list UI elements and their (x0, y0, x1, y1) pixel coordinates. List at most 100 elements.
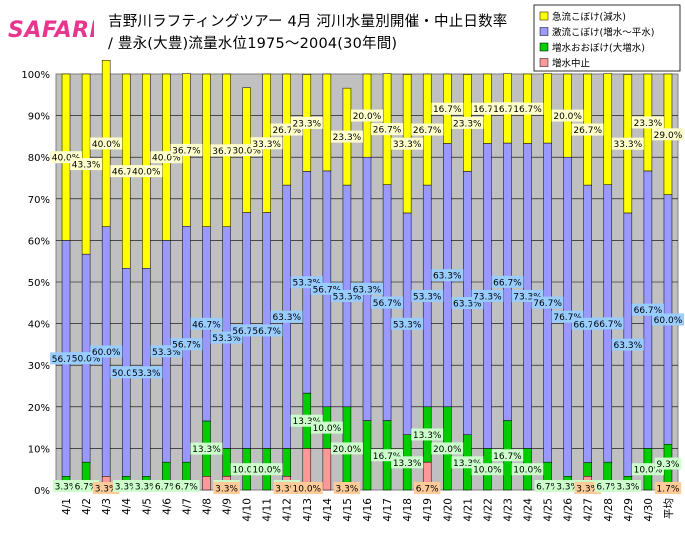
data-label: 6.7% (175, 483, 198, 493)
data-label: 26.7% (272, 126, 301, 136)
data-label-bg (213, 482, 240, 494)
data-label: 20.0% (553, 112, 582, 122)
data-label: 16.7% (493, 452, 522, 462)
legend-swatch (539, 42, 549, 52)
data-label: 23.3% (293, 119, 322, 129)
legend: 急流こぼけ(減水) 激流こぼけ(増水～平水) 増水おおぼけ(大増水) 増水中止 (533, 4, 681, 72)
data-label-bg (654, 482, 682, 494)
data-label-bg (310, 421, 343, 434)
chart-title-line1: 吉野川ラフティングツアー 4月 河川水量別開催・中止日数率 (108, 14, 508, 30)
data-label: 53.3% (333, 292, 362, 302)
data-label-bg (351, 282, 383, 295)
data-label: 56.7% (172, 341, 201, 351)
data-label: 50.0% (72, 355, 101, 365)
data-label-bg (654, 457, 682, 470)
data-label-bg (651, 128, 684, 141)
bar-segment (603, 73, 613, 185)
y-tick-label: 90% (28, 112, 50, 123)
data-label-bg (290, 482, 323, 494)
data-label: 23.3% (453, 119, 482, 129)
data-label-bg (531, 296, 564, 309)
data-label: 66.7% (573, 320, 602, 330)
data-label: 43.3% (72, 161, 101, 171)
bar-segment (322, 448, 332, 491)
data-label: 6.7% (75, 483, 98, 493)
data-label-bg (391, 137, 424, 150)
x-tick-label: 4/9 (222, 498, 234, 515)
data-label-bg (391, 456, 424, 469)
y-tick-label: 70% (28, 195, 50, 206)
data-label-bg (52, 480, 80, 492)
data-label: 53.3% (212, 334, 241, 344)
data-label-bg (431, 102, 464, 115)
data-label: 56.7% (52, 355, 81, 365)
y-tick-label: 30% (28, 361, 50, 372)
x-tick-label: 4/13 (302, 498, 314, 522)
bar-segment (202, 476, 211, 491)
data-label-bg (170, 338, 203, 351)
data-label: 40.0% (92, 140, 121, 150)
data-label-bg (511, 102, 544, 115)
data-label: 33.3% (614, 140, 643, 150)
x-tick-label: 4/6 (161, 498, 173, 515)
legend-label: 急流こぼけ(減水) (552, 11, 626, 23)
data-label: 29.0% (654, 131, 683, 141)
data-label-bg (330, 130, 363, 143)
data-label: 63.3% (353, 285, 382, 295)
data-label: 53.3% (413, 292, 442, 302)
data-label-bg (511, 463, 544, 476)
data-label: 10.0% (473, 466, 502, 476)
data-label-bg (491, 275, 524, 288)
data-label: 6.7% (536, 483, 559, 493)
data-label: 46.7% (192, 320, 221, 330)
data-label: 13.3% (192, 445, 221, 455)
x-tick-label: 4/22 (482, 498, 494, 522)
data-label-bg (170, 143, 203, 156)
data-label: 20.0% (333, 445, 362, 455)
x-tick-label: 4/4 (121, 498, 133, 515)
bar-segment (202, 73, 211, 227)
data-label-bg (371, 296, 404, 309)
x-tick-label: 4/8 (201, 498, 213, 515)
data-label-bg (411, 289, 444, 302)
x-tick-label: 4/25 (543, 498, 555, 522)
x-tick-label: 4/23 (502, 498, 514, 522)
x-tick-label: 4/21 (462, 498, 474, 522)
data-label: 3.3% (335, 485, 358, 495)
data-label-bg (491, 449, 524, 462)
data-label: 66.7% (634, 306, 663, 316)
x-axis-tick-labels: 4/1 4/2 4/3 4/4 4/5 4/6 4/7 4/8 4/9 4/10 4/11 4/12 4… (61, 498, 675, 522)
x-tick-label: 4/20 (442, 498, 454, 522)
data-label-bg (70, 158, 103, 171)
safari-logo: SAFARI (8, 18, 94, 43)
data-label-bg (651, 313, 684, 326)
x-tick-label: 4/16 (362, 498, 374, 522)
bar-segment (362, 420, 372, 491)
y-tick-label: 20% (28, 403, 50, 414)
data-label-bg (411, 428, 444, 441)
data-labels: 40.0% 56.7% 3.3% 43.3% 50.0% 6.7% 40.0% 60.0% 3.… (50, 102, 684, 495)
data-label: 3.3% (576, 485, 599, 495)
data-label: 23.3% (634, 119, 663, 129)
x-tick-label: 4/19 (422, 498, 434, 522)
x-tick-label: 4/17 (382, 498, 394, 522)
y-tick-label: 50% (28, 278, 50, 289)
x-tick-label: 平均 (663, 498, 675, 519)
data-label: 40.0% (132, 168, 161, 178)
x-tick-label: 4/18 (402, 498, 414, 522)
legend-label: 増水中止 (552, 58, 591, 70)
data-label: 16.7% (373, 452, 402, 462)
data-label: 10.0% (293, 485, 322, 495)
data-label-bg (153, 480, 180, 492)
data-label: 76.7% (533, 299, 562, 309)
y-tick-label: 100% (21, 70, 50, 81)
data-label-bg (431, 269, 464, 282)
data-label: 6.7% (416, 485, 439, 495)
data-label: 73.3% (513, 292, 542, 302)
data-label-bg (173, 480, 200, 492)
data-label: 33.3% (393, 140, 422, 150)
data-label-bg (594, 480, 621, 492)
data-label: 10.0% (252, 466, 281, 476)
